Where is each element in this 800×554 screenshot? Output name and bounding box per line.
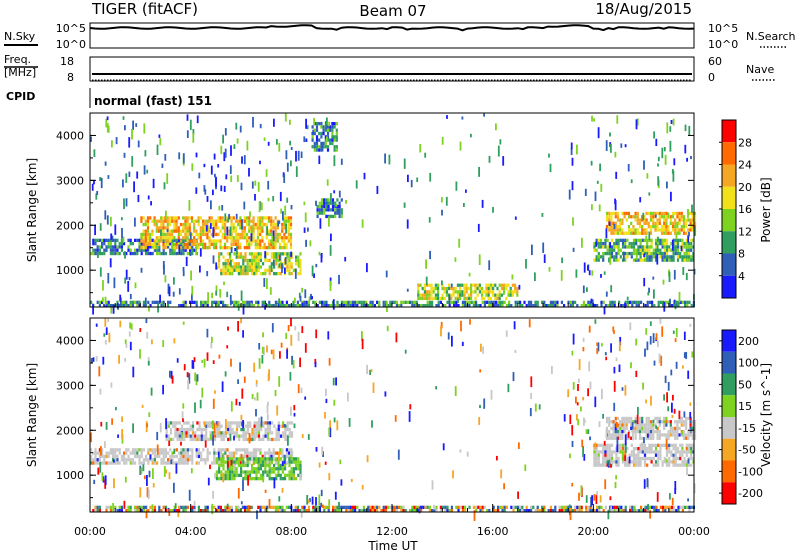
freq-label-2: [MHz] [4, 66, 36, 79]
nsearch-tick-low: 10^0 [708, 38, 738, 51]
ytick-label: 3000 [56, 174, 84, 187]
power-colorbar-segment [722, 209, 736, 232]
velocity-cbar-label: -100 [738, 465, 763, 478]
power-colorbar: 4 8 12 16 20 24 28 [719, 119, 752, 299]
cpid-panel: CPID normal (fast) 151 [6, 88, 212, 108]
velocity-colorbar-segment [722, 460, 736, 483]
nsky-tick-low: 10^0 [56, 38, 86, 51]
nsky-tick-high: 10^5 [56, 22, 86, 35]
ytick-label: 4000 [56, 129, 84, 142]
power-colorbar-label: Power [dB] [759, 177, 773, 242]
nsky-label: N.Sky [4, 30, 36, 43]
freq-panel: Freq. [MHz] 18 8 60 0 Nave [4, 53, 776, 84]
velocity-cbar-label: 200 [738, 335, 759, 348]
velocity-xlabel: Time UT [367, 539, 418, 553]
velocity-cells [90, 318, 697, 521]
xtick-label: 08:00 [275, 525, 307, 538]
velocity-cbar-label: 100 [738, 357, 759, 370]
ytick-label: 2000 [56, 424, 84, 437]
velocity-xaxis: 00:00 04:00 08:00 12:00 16:00 20:00 00:00 [74, 303, 710, 538]
power-colorbar-segment [722, 142, 736, 165]
ytick-label: 1000 [56, 469, 84, 482]
power-yaxis: 1000 2000 3000 4000 [56, 112, 694, 294]
power-colorbar-segment [722, 231, 736, 254]
power-colorbar-segment [722, 275, 736, 298]
freq-tick-high: 18 [60, 55, 74, 68]
power-colorbar-segment [722, 120, 736, 143]
ytick-label: 2000 [56, 219, 84, 232]
power-colorbar-segment [722, 253, 736, 276]
ytick-label: 1000 [56, 264, 84, 277]
power-panel: 1000 2000 3000 4000 Slant Range [km] 4 8 12 16… [25, 112, 773, 315]
nsearch-label: N.Search [746, 30, 796, 43]
velocity-colorbar-label: Velocity [m s^-1] [759, 363, 773, 467]
power-cbar-label: 12 [738, 225, 752, 238]
velocity-yaxis: 1000 2000 3000 4000 [56, 317, 694, 499]
power-cbar-label: 16 [738, 203, 752, 216]
power-cbar-label: 24 [738, 159, 752, 172]
nave-tick-low: 0 [708, 71, 715, 84]
freq-label-1: Freq. [4, 53, 31, 66]
nsky-curve [89, 24, 695, 32]
ytick-label: 3000 [56, 379, 84, 392]
velocity-colorbar-segment [722, 438, 736, 461]
velocity-cbar-label: 50 [738, 378, 752, 391]
xtick-label: 00:00 [678, 525, 710, 538]
station-title: TIGER (fitACF) [91, 0, 198, 18]
power-frame [89, 112, 695, 308]
velocity-cbar-label: 15 [738, 400, 752, 413]
velocity-colorbar-segment [722, 373, 736, 396]
power-cbar-label: 8 [738, 248, 745, 261]
xtick-label: 20:00 [577, 525, 609, 538]
power-cbar-label: 4 [738, 270, 745, 283]
ytick-label: 4000 [56, 334, 84, 347]
nave-label: Nave [746, 63, 774, 76]
cpid-label: CPID [6, 90, 35, 103]
power-colorbar-segment [722, 186, 736, 209]
velocity-colorbar-segment [722, 417, 736, 439]
power-cells [90, 113, 697, 315]
power-colorbar-segment [722, 164, 736, 187]
beam-title: Beam 07 [359, 2, 426, 20]
nsearch-tick-high: 10^5 [708, 22, 738, 35]
power-cbar-label: 20 [738, 181, 752, 194]
velocity-colorbar-frame [721, 329, 737, 505]
velocity-cbar-label: -50 [738, 444, 756, 457]
date-title: 18/Aug/2015 [595, 0, 692, 18]
velocity-colorbar: 200 100 50 15 -15 -50 -100 -200 [719, 329, 763, 505]
nave-tick-high: 60 [708, 55, 722, 68]
nsky-frame [89, 22, 695, 49]
xtick-label: 12:00 [376, 525, 408, 538]
power-ylabel: Slant Range [km] [25, 158, 39, 262]
power-cbar-label: 28 [738, 136, 752, 149]
freq-tick-low: 8 [67, 71, 74, 84]
velocity-colorbar-segment [722, 351, 736, 374]
velocity-cbar-label: -15 [738, 422, 756, 435]
nsky-panel: N.Sky 10^5 10^0 10^5 10^0 N.Search [4, 22, 796, 51]
xtick-label: 16:00 [477, 525, 509, 538]
freq-frame [89, 56, 695, 82]
velocity-cbar-label: -200 [738, 487, 763, 500]
xtick-label: 00:00 [74, 525, 106, 538]
velocity-colorbar-segment [722, 330, 736, 352]
cpid-text: normal (fast) 151 [94, 94, 212, 108]
velocity-colorbar-segment [722, 395, 736, 417]
xtick-label: 04:00 [175, 525, 207, 538]
velocity-colorbar-segment [722, 482, 736, 504]
velocity-ylabel: Slant Range [km] [25, 363, 39, 467]
